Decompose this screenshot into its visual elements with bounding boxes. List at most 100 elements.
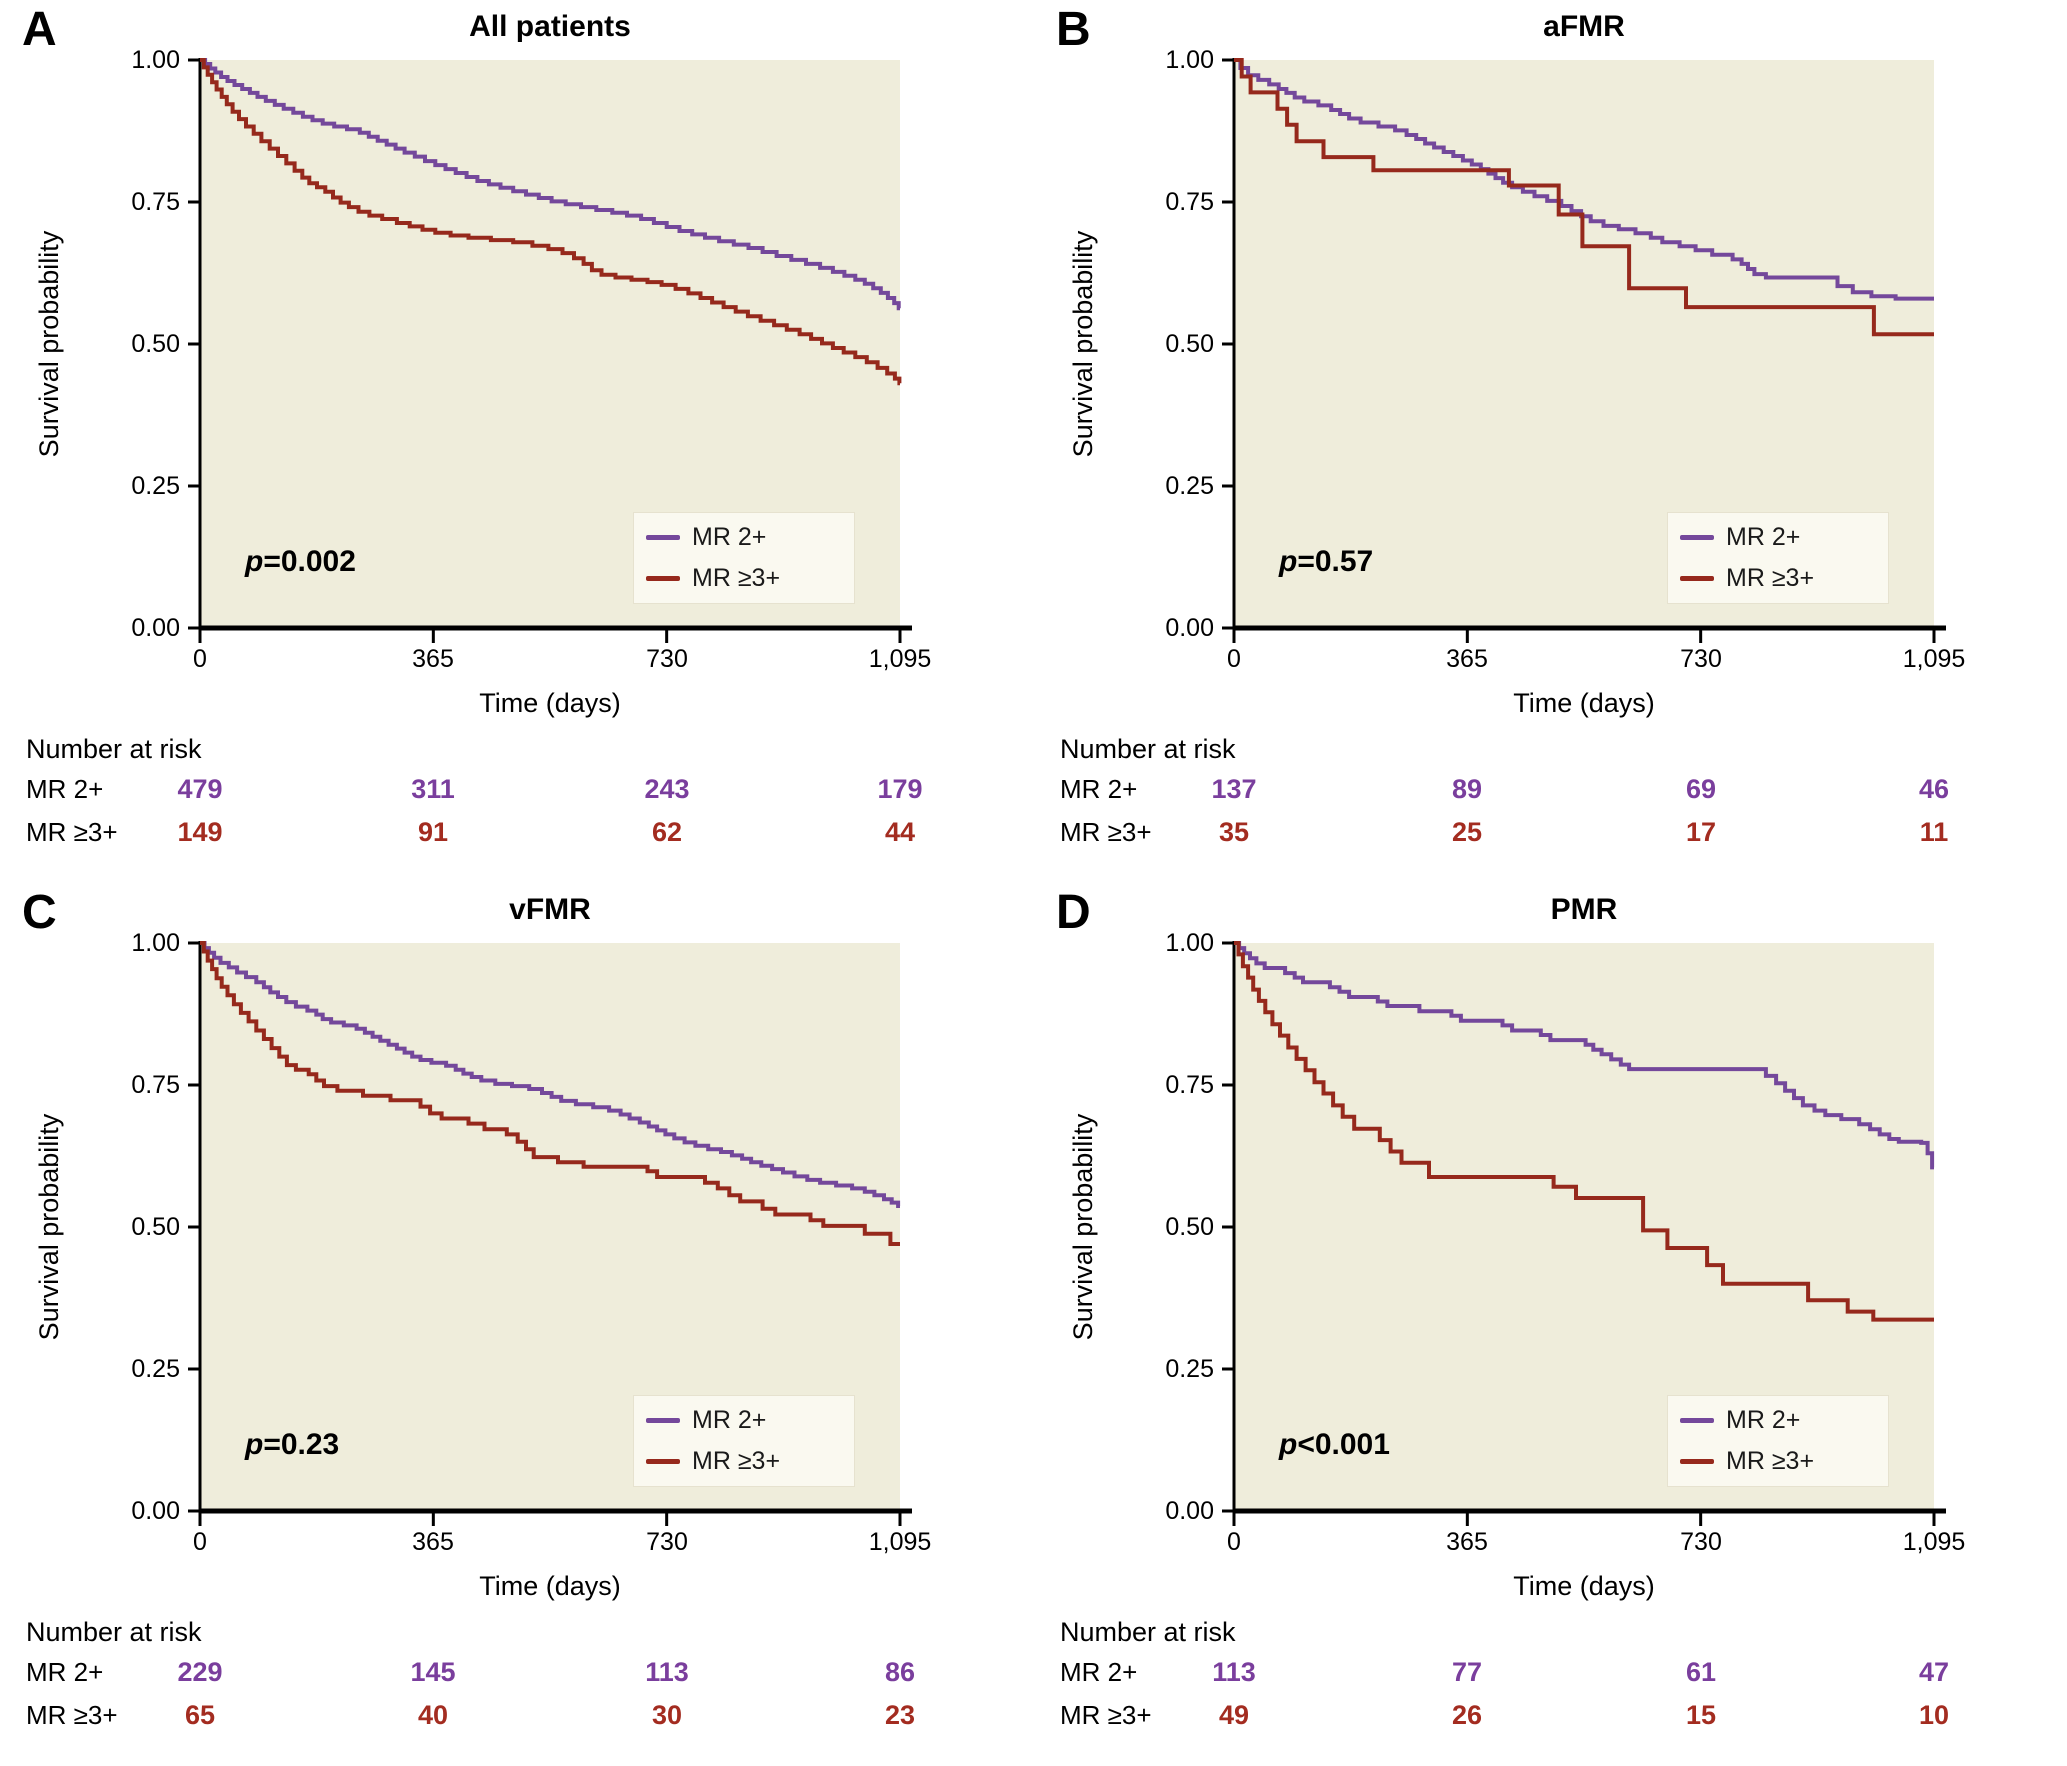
risk-count: 479: [177, 774, 223, 804]
panel-all-patients: A All patients Survival probability 1.00…: [0, 0, 1033, 883]
y-axis-title: Survival probability: [34, 230, 64, 458]
legend-item-mr3: MR ≥3+: [1680, 1447, 1876, 1476]
y-tick-label: 1.00: [1165, 46, 1214, 74]
risk-count: 35: [1218, 817, 1250, 847]
p-value: p=0.23: [245, 1428, 339, 1462]
y-tick-label: 0.25: [1165, 1355, 1214, 1383]
y-tick-label: 0.00: [1165, 1497, 1214, 1525]
risk-count: 86: [884, 1657, 916, 1687]
y-tick-label: 0.25: [131, 1355, 180, 1383]
legend-item-mr2: MR 2+: [1680, 1406, 1876, 1435]
y-tick-label: 0.25: [1165, 472, 1214, 500]
panel-afmr: B aFMR Survival probability 1.00 0.75 0.…: [1034, 0, 2067, 883]
risk-row-label: MR ≥3+: [1060, 817, 1152, 847]
p-value: p=0.57: [1279, 545, 1373, 579]
risk-count: 49: [1218, 1700, 1250, 1730]
risk-count: 25: [1451, 817, 1483, 847]
mr2-line-swatch: [1680, 535, 1714, 540]
legend: MR 2+ MR ≥3+: [1667, 512, 1889, 604]
mr3-line-swatch: [1680, 1459, 1714, 1464]
x-tick-label: 0: [193, 1528, 207, 1556]
x-tick-label: 0: [193, 645, 207, 673]
risk-row-label: MR ≥3+: [26, 817, 118, 847]
x-tick-label: 730: [646, 1528, 688, 1556]
risk-count: 179: [877, 774, 923, 804]
y-tick-label: 1.00: [131, 929, 180, 957]
x-tick-label: 1,095: [1902, 645, 1966, 673]
panel-letter: A: [22, 3, 57, 56]
p-number: =0.002: [263, 545, 356, 578]
risk-row-label: MR 2+: [1060, 1657, 1138, 1687]
mr2-line-swatch: [646, 535, 680, 540]
legend: MR 2+ MR ≥3+: [633, 512, 855, 604]
x-axis-title: Time (days): [479, 1571, 621, 1601]
x-tick-label: 365: [412, 1528, 454, 1556]
risk-count: 46: [1918, 774, 1950, 804]
x-axis-title: Time (days): [1513, 1571, 1655, 1601]
risk-row-mr3: MR ≥3+ 149 91 62 44: [0, 817, 1033, 851]
risk-count: 89: [1451, 774, 1483, 804]
p-symbol: p: [1279, 1428, 1298, 1461]
mr3-line-swatch: [1680, 576, 1714, 581]
x-tick-label: 730: [646, 645, 688, 673]
y-tick-label: 1.00: [131, 46, 180, 74]
panel-pmr: D PMR Survival probability 1.00 0.75 0.5…: [1034, 883, 2067, 1766]
y-axis-title: Survival probability: [1068, 1113, 1098, 1341]
panel-vfmr: C vFMR Survival probability 1.00 0.75 0.…: [0, 883, 1033, 1766]
legend-label-mr2: MR 2+: [692, 523, 767, 551]
y-axis-title: Survival probability: [34, 1113, 64, 1341]
x-tick-label: 1,095: [868, 645, 932, 673]
p-number: =0.57: [1297, 545, 1374, 578]
y-tick-label: 0.00: [1165, 614, 1214, 642]
mr2-line-swatch: [646, 1418, 680, 1423]
risk-count: 311: [411, 774, 455, 804]
risk-count: 10: [1918, 1700, 1950, 1730]
mr3-line-swatch: [646, 576, 680, 581]
x-tick-label: 0: [1227, 1528, 1241, 1556]
x-axis-title: Time (days): [1513, 688, 1655, 718]
y-tick-label: 1.00: [1165, 929, 1214, 957]
x-axis-title: Time (days): [479, 688, 621, 718]
p-value: p<0.001: [1279, 1428, 1390, 1462]
risk-table-header: Number at risk: [26, 1617, 202, 1647]
risk-row-mr3: MR ≥3+ 35 25 17 11: [1034, 817, 2067, 851]
risk-row-mr2: MR 2+ 113 77 61 47: [1034, 1657, 2067, 1691]
panel-title: aFMR: [1543, 10, 1625, 43]
legend-item-mr2: MR 2+: [1680, 523, 1876, 552]
risk-count: 11: [1919, 817, 1949, 847]
survival-plot: [188, 58, 912, 643]
risk-row-label: MR ≥3+: [26, 1700, 118, 1730]
y-tick-label: 0.25: [131, 472, 180, 500]
legend-label-mr3: MR ≥3+: [1726, 564, 1815, 592]
y-tick-label: 0.75: [1165, 188, 1214, 216]
risk-row-label: MR ≥3+: [1060, 1700, 1152, 1730]
risk-table-header: Number at risk: [1060, 1617, 1236, 1647]
risk-count: 15: [1685, 1700, 1717, 1730]
legend-item-mr3: MR ≥3+: [646, 1447, 842, 1476]
legend: MR 2+ MR ≥3+: [633, 1395, 855, 1487]
panel-title: PMR: [1550, 893, 1618, 926]
panel-title: All patients: [469, 10, 631, 43]
panel-letter: D: [1056, 886, 1091, 939]
risk-count: 62: [651, 817, 683, 847]
risk-count: 44: [884, 817, 916, 847]
risk-count: 26: [1451, 1700, 1483, 1730]
risk-count: 77: [1451, 1657, 1483, 1687]
y-tick-label: 0.50: [131, 330, 180, 358]
risk-count: 229: [177, 1657, 223, 1687]
risk-row-label: MR 2+: [26, 774, 104, 804]
risk-table-header: Number at risk: [1060, 734, 1236, 764]
panel-title: vFMR: [509, 893, 591, 926]
risk-row-mr3: MR ≥3+ 65 40 30 23: [0, 1700, 1033, 1734]
y-tick-label: 0.75: [131, 188, 180, 216]
risk-count: 113: [1212, 1657, 1256, 1687]
legend-item-mr3: MR ≥3+: [646, 564, 842, 593]
legend-label-mr3: MR ≥3+: [692, 564, 781, 592]
risk-count: 149: [177, 817, 223, 847]
mr2-line-swatch: [1680, 1418, 1714, 1423]
risk-count: 23: [884, 1700, 916, 1730]
risk-count: 145: [410, 1657, 456, 1687]
x-tick-label: 1,095: [1902, 1528, 1966, 1556]
p-symbol: p: [245, 1428, 264, 1461]
